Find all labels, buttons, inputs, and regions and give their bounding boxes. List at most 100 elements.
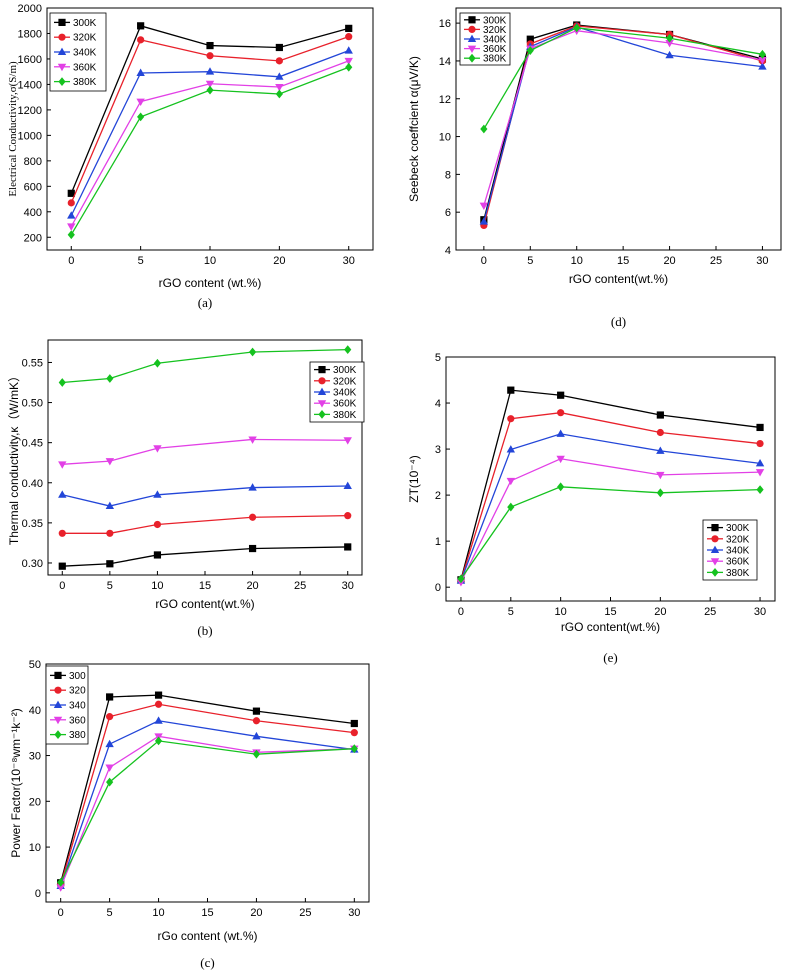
chart-b: 0 5 10 15 20 25 30 0.30 0.35 0.40 0.45 0.50 0.55 rGO … xyxy=(7,339,365,638)
x-tick-label: 25 xyxy=(299,907,311,919)
data-point xyxy=(656,428,664,437)
data-point xyxy=(345,24,353,32)
data-point xyxy=(58,490,67,498)
x-tick-label: 0 xyxy=(481,255,487,267)
data-point xyxy=(556,455,565,464)
series-line xyxy=(60,720,355,887)
legend-label: 360 xyxy=(69,715,86,726)
data-point xyxy=(557,409,565,417)
series-360K xyxy=(58,436,352,469)
y-tick-label: 200 xyxy=(24,232,42,244)
panel-label: (e) xyxy=(603,650,617,665)
legend-marker xyxy=(318,410,326,419)
panel-label: (c) xyxy=(200,955,214,970)
series-line xyxy=(62,485,348,507)
x-tick-label: 0 xyxy=(59,580,65,592)
series-360K xyxy=(479,27,767,210)
data-point xyxy=(248,483,257,491)
series-300K xyxy=(67,22,353,197)
data-point xyxy=(252,717,261,725)
x-tick-label: 20 xyxy=(654,606,666,618)
legend-label: 300K xyxy=(483,15,507,26)
data-point xyxy=(756,485,764,494)
y-tick-label: 0.55 xyxy=(22,357,43,369)
series-360K xyxy=(456,455,765,587)
data-point xyxy=(756,439,764,448)
legend-label: 320K xyxy=(73,33,97,44)
data-point xyxy=(105,739,114,748)
legend-marker xyxy=(57,47,67,55)
y-tick-label: 40 xyxy=(29,705,41,717)
legend-marker xyxy=(468,53,476,63)
y-tick-label: 1 xyxy=(435,536,441,548)
x-tick-label: 15 xyxy=(201,907,213,919)
legend-marker xyxy=(468,16,476,24)
y-axis-label: Seebeck coeffcient α(μV/K) xyxy=(407,56,421,202)
x-tick-label: 20 xyxy=(273,255,285,267)
data-point xyxy=(758,49,767,59)
x-tick-label: 25 xyxy=(710,255,722,267)
legend: 300K 320K 340K 360K 380K xyxy=(49,12,107,92)
y-tick-label: 0.50 xyxy=(22,398,43,410)
series-line xyxy=(60,703,355,885)
data-point xyxy=(136,68,145,76)
legend-label: 380 xyxy=(69,730,86,741)
legend-label: 340K xyxy=(726,546,750,557)
x-tick-label: 5 xyxy=(508,606,514,618)
data-point xyxy=(154,700,163,708)
data-point xyxy=(343,437,352,445)
plot-frame xyxy=(455,7,782,251)
series-340K xyxy=(58,481,352,510)
legend-label: 380K xyxy=(333,410,357,421)
x-tick-label: 30 xyxy=(343,255,355,267)
x-tick-label: 0 xyxy=(58,907,64,919)
y-tick-label: 1400 xyxy=(18,79,42,91)
legend-label: 380K xyxy=(73,77,97,88)
data-point xyxy=(105,764,114,772)
chart-a: 0 5 10 20 30 200 400 600 800 1000 1200 1400 1600 1800… xyxy=(7,3,374,310)
data-point xyxy=(656,411,664,419)
data-point xyxy=(248,544,257,553)
y-tick-label: 1200 xyxy=(18,105,42,117)
data-point xyxy=(57,877,65,887)
series-320 xyxy=(57,700,358,889)
series-360 xyxy=(56,733,359,892)
y-tick-label: 2 xyxy=(435,490,441,502)
data-point xyxy=(252,749,261,759)
data-point xyxy=(656,488,664,498)
x-tick-label: 30 xyxy=(348,907,360,919)
data-point xyxy=(506,477,516,486)
y-tick-label: 800 xyxy=(24,156,42,168)
legend-label: 380K xyxy=(726,568,750,579)
series-line xyxy=(70,50,349,216)
y-tick-label: 0.35 xyxy=(22,518,43,530)
data-point xyxy=(58,461,67,469)
x-tick-label: 5 xyxy=(527,255,533,267)
y-tick-label: 30 xyxy=(29,751,41,763)
data-point xyxy=(137,112,145,122)
x-tick-label: 30 xyxy=(754,606,766,618)
series-380K xyxy=(67,62,353,240)
legend-label: 320K xyxy=(726,534,750,545)
x-tick-label: 15 xyxy=(617,255,629,267)
data-point xyxy=(67,189,75,197)
data-point xyxy=(665,39,674,48)
legend-marker xyxy=(58,18,66,26)
x-tick-label: 20 xyxy=(250,907,262,919)
series-360K xyxy=(67,57,353,231)
data-point xyxy=(479,202,489,210)
data-point xyxy=(106,374,114,383)
data-point xyxy=(526,46,534,55)
data-point xyxy=(205,67,215,75)
series-380K xyxy=(58,345,352,387)
y-tick-label: 0 xyxy=(35,888,41,900)
y-tick-label: 14 xyxy=(439,56,451,68)
legend-marker xyxy=(53,716,63,725)
y-tick-label: 0 xyxy=(435,582,441,594)
x-tick-label: 5 xyxy=(138,255,144,267)
y-axis-label: ZT(10⁻⁴) xyxy=(407,455,421,503)
series-320K xyxy=(67,33,353,207)
legend-marker xyxy=(317,400,327,408)
data-point xyxy=(106,529,114,537)
